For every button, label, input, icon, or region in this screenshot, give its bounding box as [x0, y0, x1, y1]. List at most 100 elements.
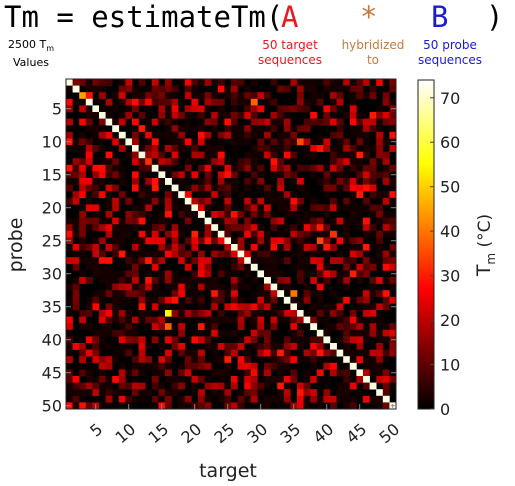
heatmap-cell [151, 79, 159, 86]
heatmap-cell [184, 171, 192, 179]
heatmap-cell [85, 217, 93, 225]
heatmap-cell [231, 263, 238, 271]
heatmap-cell [171, 105, 179, 113]
heatmap-cell [310, 230, 318, 238]
heatmap-cell [165, 395, 172, 403]
heatmap-cell [158, 85, 166, 93]
heatmap-cell [277, 197, 285, 205]
heatmap-cell [85, 376, 93, 383]
heatmap-cell [178, 349, 186, 357]
heatmap-cell [138, 336, 146, 344]
heatmap-cell [99, 389, 106, 397]
heatmap-cell [158, 164, 166, 172]
heatmap-cell [85, 369, 93, 377]
heatmap-cell [303, 125, 311, 133]
heatmap-cell [178, 151, 186, 159]
heatmap-cell [85, 79, 93, 86]
heatmap-cell [171, 389, 179, 397]
heatmap-cell [369, 257, 377, 265]
heatmap-cell [336, 257, 344, 265]
heatmap-cell [217, 171, 225, 179]
heatmap-cell [310, 98, 318, 106]
heatmap-cell [283, 336, 291, 344]
heatmap-cell [330, 85, 337, 93]
heatmap-cell [303, 257, 311, 265]
heatmap-cell [224, 382, 232, 390]
heatmap-cell [211, 112, 219, 119]
x-tick-label: 5 [86, 420, 106, 441]
heatmap-cell [336, 151, 344, 159]
heatmap-cell [343, 145, 351, 152]
heatmap-cell [118, 85, 126, 93]
heatmap-cell [204, 217, 212, 225]
heatmap-cell [382, 376, 390, 383]
heatmap-cell [250, 224, 258, 232]
heatmap-cell [323, 303, 331, 311]
heatmap-cell [184, 362, 192, 370]
heatmap-cell [343, 217, 351, 225]
heatmap-cell [191, 257, 199, 265]
heatmap-cell [217, 316, 225, 324]
heatmap-cell [343, 296, 351, 304]
heatmap-cell [132, 329, 139, 337]
heatmap-cell [204, 204, 212, 212]
heatmap-cell [297, 402, 304, 410]
heatmap-cell [105, 395, 113, 403]
heatmap-cell [118, 343, 126, 350]
heatmap-cell [343, 402, 351, 410]
heatmap-cell [191, 79, 199, 86]
heatmap-cell [171, 296, 179, 304]
heatmap-cell [118, 270, 126, 278]
heatmap-cell [112, 138, 120, 146]
heatmap-cell [125, 217, 133, 225]
heatmap-cell [158, 257, 166, 265]
heatmap-cell [290, 171, 298, 179]
heatmap-cell [316, 395, 324, 403]
heatmap-cell [310, 356, 318, 364]
heatmap-cell [303, 336, 311, 344]
heatmap-cell [151, 277, 159, 284]
heatmap-cell [290, 230, 298, 238]
heatmap-cell [330, 112, 337, 119]
heatmap-cell [290, 336, 298, 344]
heatmap-cell [323, 171, 331, 179]
heatmap-cell [297, 382, 304, 390]
heatmap-cell [99, 211, 106, 218]
heatmap-cell [389, 131, 397, 139]
heatmap-cell [151, 250, 159, 258]
heatmap-cell [72, 85, 80, 93]
heatmap-cell [237, 296, 245, 304]
heatmap-cell [231, 79, 238, 86]
heatmap-cell [191, 230, 199, 238]
heatmap-cell [125, 224, 133, 232]
heatmap-cell [171, 184, 179, 192]
heatmap-cell [363, 303, 370, 311]
heatmap-cell [112, 329, 120, 337]
heatmap-cell [79, 244, 87, 251]
heatmap-cell [85, 343, 93, 350]
heatmap-cell [92, 349, 100, 357]
heatmap-cell [389, 224, 397, 232]
heatmap-cell [198, 402, 205, 410]
heatmap-cell [165, 138, 172, 146]
heatmap-cell [244, 158, 252, 166]
heatmap-cell [257, 105, 265, 113]
heatmap-cell [303, 230, 311, 238]
heatmap-cell [184, 296, 192, 304]
heatmap-cell [363, 118, 370, 126]
heatmap-cell [382, 250, 390, 258]
heatmap-cell [165, 204, 172, 212]
heatmap-cell [283, 389, 291, 397]
heatmap-cell [310, 204, 318, 212]
heatmap-cell [264, 270, 271, 278]
arg-a-desc-line1: 50 target [262, 38, 318, 52]
heatmap-cell [184, 191, 192, 199]
heatmap-cell [132, 290, 139, 298]
heatmap-cell [270, 164, 278, 172]
heatmap-cell [72, 178, 80, 185]
heatmap-cell [79, 224, 87, 232]
heatmap-cell [132, 362, 139, 370]
heatmap-cell [376, 204, 384, 212]
heatmap-cell [85, 138, 93, 146]
heatmap-cell [184, 211, 192, 218]
